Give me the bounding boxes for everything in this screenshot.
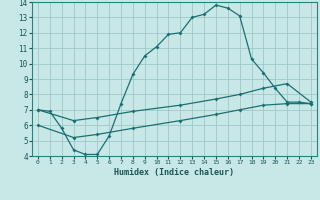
X-axis label: Humidex (Indice chaleur): Humidex (Indice chaleur) xyxy=(115,168,234,177)
